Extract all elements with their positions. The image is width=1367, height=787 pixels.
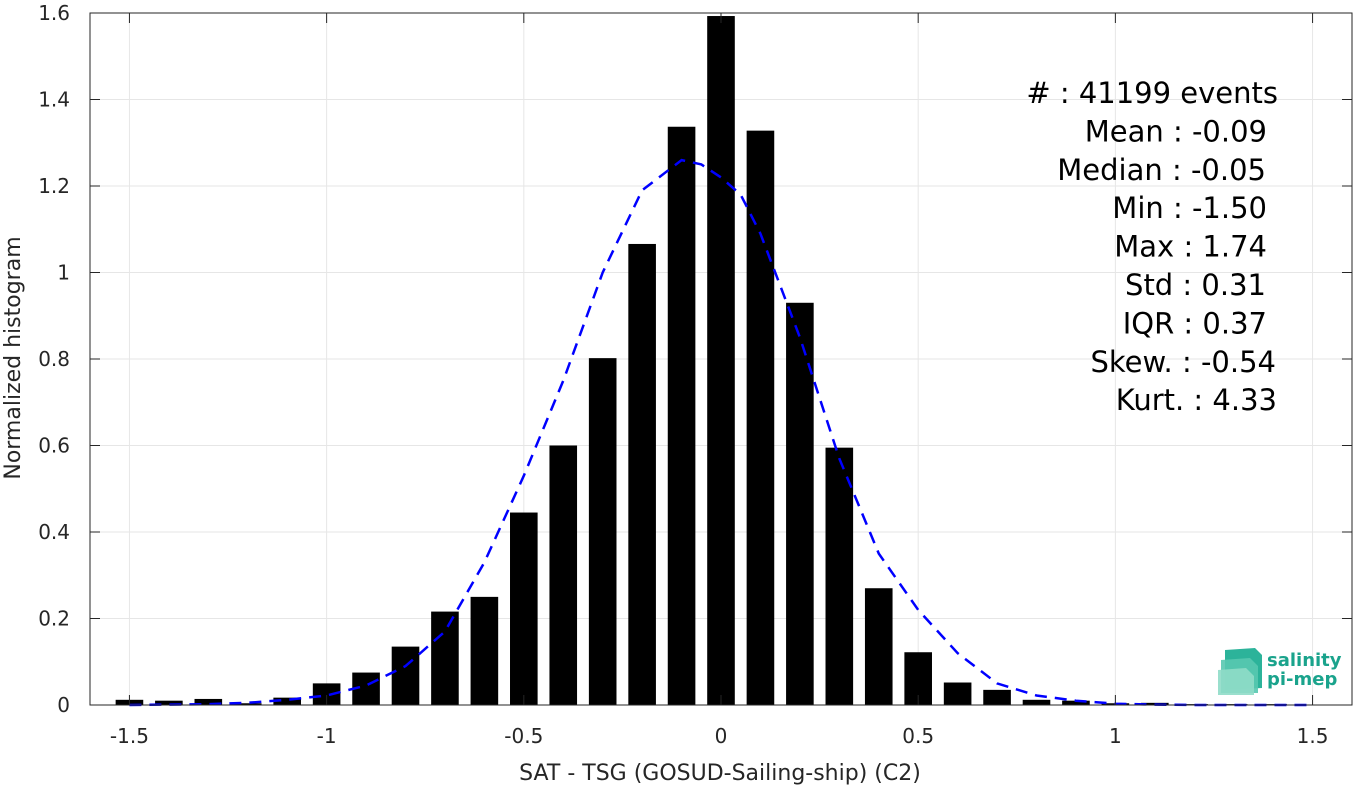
- bars: [115, 16, 1327, 705]
- y-tick-label: 1.6: [38, 1, 70, 25]
- histogram-bar: [1062, 700, 1090, 705]
- x-axis-label: SAT - TSG (GOSUD-Sailing-ship) (C2): [519, 761, 921, 786]
- x-tick-label: -1: [317, 724, 337, 748]
- fit-curve-line: [129, 158, 1313, 707]
- histogram-bar: [588, 358, 617, 705]
- histogram-bar: [549, 445, 578, 705]
- stats-box: # : 41199 events Mean : -0.09 Median : -0.…: [1026, 76, 1278, 417]
- histogram-bar: [273, 697, 301, 705]
- histogram-bar: [667, 126, 696, 705]
- histogram-bar: [825, 447, 854, 705]
- logo-line1: salinity: [1267, 650, 1342, 671]
- y-axis-label: Normalized histogram: [1, 236, 26, 479]
- fit-curve: [129, 158, 1313, 707]
- histogram-bar: [194, 698, 223, 705]
- y-tick-label: 1.4: [38, 88, 70, 112]
- histogram-bar: [1022, 699, 1051, 705]
- stats-line: Std : 0.31: [1125, 268, 1266, 302]
- x-axis-ticks: -1.5 -1 -0.5 0 0.5 1 1.5: [110, 13, 1329, 748]
- logo-line2: pi-mep: [1267, 669, 1337, 690]
- histogram-bar: [746, 130, 775, 705]
- y-tick-label: 0.8: [38, 347, 70, 371]
- histogram-bar: [707, 16, 735, 705]
- histogram-bar: [312, 683, 341, 705]
- stats-line: Mean : -0.09: [1085, 114, 1267, 148]
- salinity-pi-mep-logo: salinity pi-mep: [1218, 648, 1342, 695]
- x-tick-label: 0.5: [902, 724, 934, 748]
- x-tick-label: 0: [715, 724, 728, 748]
- y-tick-label: 0.4: [38, 520, 70, 544]
- logo-waves-icon: [1218, 648, 1262, 695]
- histogram-bar: [786, 302, 814, 705]
- x-tick-label: -1.5: [110, 724, 149, 748]
- histogram-bar: [983, 689, 1011, 705]
- histogram-bar: [470, 596, 499, 705]
- y-tick-label: 1: [57, 261, 70, 285]
- stats-line: IQR : 0.37: [1123, 306, 1267, 340]
- stats-line: Min : -1.50: [1112, 191, 1267, 225]
- histogram-bar: [510, 512, 538, 705]
- stats-line: Max : 1.74: [1114, 230, 1267, 264]
- x-tick-label: -0.5: [504, 724, 543, 748]
- histogram-bar: [628, 243, 656, 705]
- stats-line: Kurt. : 4.33: [1116, 383, 1277, 417]
- histogram-bar: [864, 588, 893, 705]
- histogram-bar: [391, 646, 420, 705]
- x-tick-label: 1.5: [1297, 724, 1329, 748]
- histogram-bar: [155, 700, 183, 705]
- y-tick-label: 0.2: [38, 607, 70, 631]
- histogram-bar: [943, 682, 972, 705]
- stats-line: Skew. : -0.54: [1090, 345, 1276, 379]
- stats-line: Median : -0.05: [1057, 153, 1266, 187]
- x-tick-label: 1: [1109, 724, 1122, 748]
- stats-line: # : 41199 events: [1026, 76, 1278, 110]
- y-tick-label: 0.6: [38, 434, 70, 458]
- y-axis-ticks: 0 0.2 0.4 0.6 0.8 1 1.2 1.4 1.6: [38, 1, 1352, 717]
- histogram-bar: [233, 703, 262, 705]
- histogram-bar: [431, 611, 459, 705]
- y-tick-label: 1.2: [38, 174, 70, 198]
- y-tick-label: 0: [57, 693, 70, 717]
